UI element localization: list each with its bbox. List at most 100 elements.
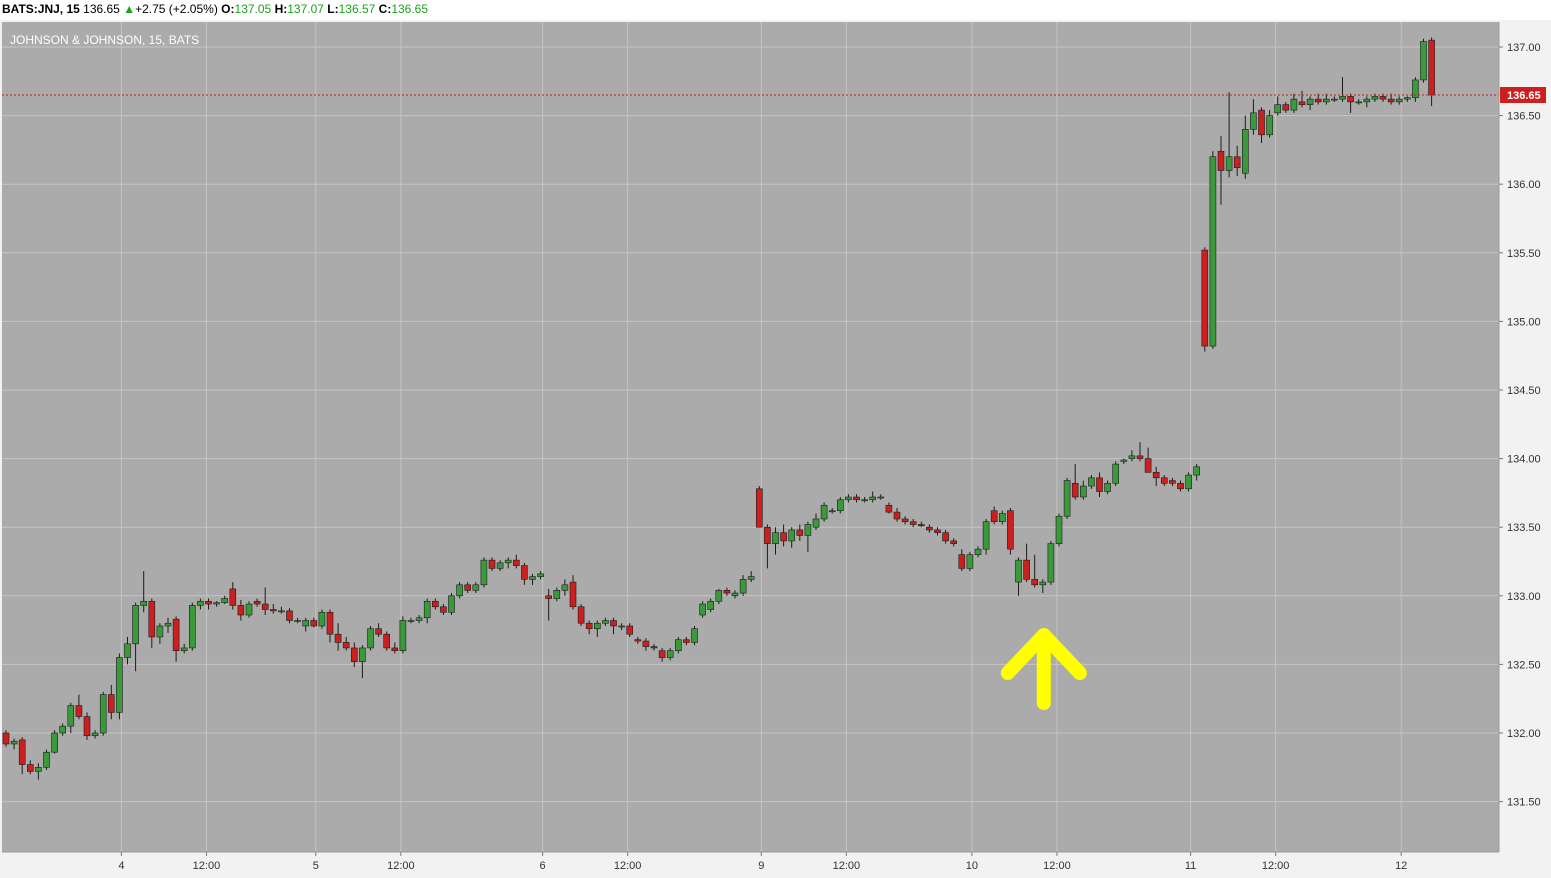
candle <box>1144 447 1152 473</box>
candle <box>885 502 893 514</box>
candle <box>237 599 245 621</box>
candle <box>350 642 358 668</box>
candle <box>998 510 1006 525</box>
candle-body <box>294 620 301 622</box>
price-tick-label: 131.50 <box>1507 797 1541 809</box>
candle-body <box>18 739 26 765</box>
candle <box>1104 480 1111 495</box>
candle <box>440 604 447 616</box>
candle <box>1266 110 1273 138</box>
candle <box>958 549 966 572</box>
candle-body <box>512 559 520 566</box>
price-tick-label: 133.50 <box>1507 522 1541 534</box>
candle-body <box>367 628 374 649</box>
candle-body <box>893 511 901 520</box>
candle-body <box>998 513 1006 523</box>
candle <box>75 694 83 720</box>
candle <box>253 598 261 607</box>
candle-body <box>1242 129 1249 174</box>
candle <box>18 737 26 775</box>
price-tick-label: 133.00 <box>1507 591 1541 603</box>
candle-body <box>326 611 334 635</box>
candle <box>1063 477 1071 519</box>
candle-body <box>1379 96 1387 100</box>
candle-body <box>67 705 75 727</box>
candle-body <box>164 622 172 627</box>
candle-body <box>1274 104 1281 114</box>
candle <box>1185 472 1192 492</box>
candle <box>788 527 796 548</box>
candle <box>83 712 91 740</box>
candle <box>755 486 763 528</box>
candle-body <box>545 595 553 599</box>
candle-body <box>610 620 617 627</box>
candle-body <box>148 600 156 638</box>
candle <box>861 497 868 503</box>
candle <box>707 598 715 613</box>
candle-body <box>1371 96 1379 100</box>
candle-body <box>213 602 220 605</box>
candle <box>602 617 609 626</box>
price-chart[interactable]: 131.50 132.00 132.50 133.00 133.50 134.00 134.… <box>0 20 1551 878</box>
candle <box>893 507 901 522</box>
candle <box>715 588 723 605</box>
price-axis[interactable] <box>1499 22 1551 852</box>
candle <box>634 636 642 644</box>
candle-body <box>278 610 285 613</box>
candle <box>545 588 553 621</box>
candle-body <box>2 732 10 745</box>
time-axis[interactable] <box>0 852 1551 878</box>
candle-body <box>1201 249 1209 347</box>
price-tick-label: 135.50 <box>1507 248 1541 260</box>
candle-body <box>488 559 496 569</box>
close-value: 136.65 <box>391 2 429 16</box>
candle <box>294 617 301 624</box>
candle <box>334 623 342 651</box>
candle-body <box>561 584 569 591</box>
candle <box>124 636 131 665</box>
candle-body <box>464 584 472 591</box>
candle-body <box>261 603 269 610</box>
candle-body <box>626 625 634 635</box>
candle <box>577 604 585 626</box>
open-value: 137.05 <box>234 2 272 16</box>
candle-body <box>318 611 326 627</box>
candle-body <box>747 576 755 580</box>
grid-lines <box>2 22 1499 852</box>
price-tick-label: 132.00 <box>1507 728 1541 740</box>
arrow-head <box>1000 628 1087 680</box>
high-value: 137.07 <box>287 2 324 16</box>
open-label: O: <box>221 2 235 16</box>
candle-body <box>958 554 966 569</box>
candle <box>650 643 658 651</box>
candle-body <box>901 518 909 523</box>
candle-body <box>1071 482 1079 498</box>
candle-body <box>788 529 796 542</box>
candle-body <box>723 590 731 594</box>
candle-body <box>602 620 609 624</box>
candle <box>205 598 212 610</box>
plot-area[interactable] <box>2 22 1499 852</box>
price-change: +2.75 (+2.05%) <box>135 2 218 16</box>
candle-body <box>772 532 779 544</box>
candle <box>1225 92 1233 178</box>
candle <box>35 763 42 780</box>
candle <box>1363 96 1371 108</box>
candle <box>691 625 698 646</box>
candle-body <box>1144 458 1152 473</box>
candle-body <box>982 521 990 550</box>
candle-body <box>1339 96 1346 100</box>
candle-body <box>1007 510 1014 550</box>
candle <box>180 643 188 654</box>
candle <box>423 598 431 624</box>
candle-body <box>909 521 917 525</box>
candle <box>1282 101 1290 113</box>
price-tick-label: 134.50 <box>1507 385 1541 397</box>
candle-body <box>1323 98 1330 103</box>
candle-body <box>853 496 860 501</box>
candle <box>877 494 885 500</box>
candle-body <box>1023 559 1030 580</box>
candle-body <box>35 766 42 772</box>
candle <box>1088 475 1095 489</box>
candle-body <box>1136 455 1144 459</box>
